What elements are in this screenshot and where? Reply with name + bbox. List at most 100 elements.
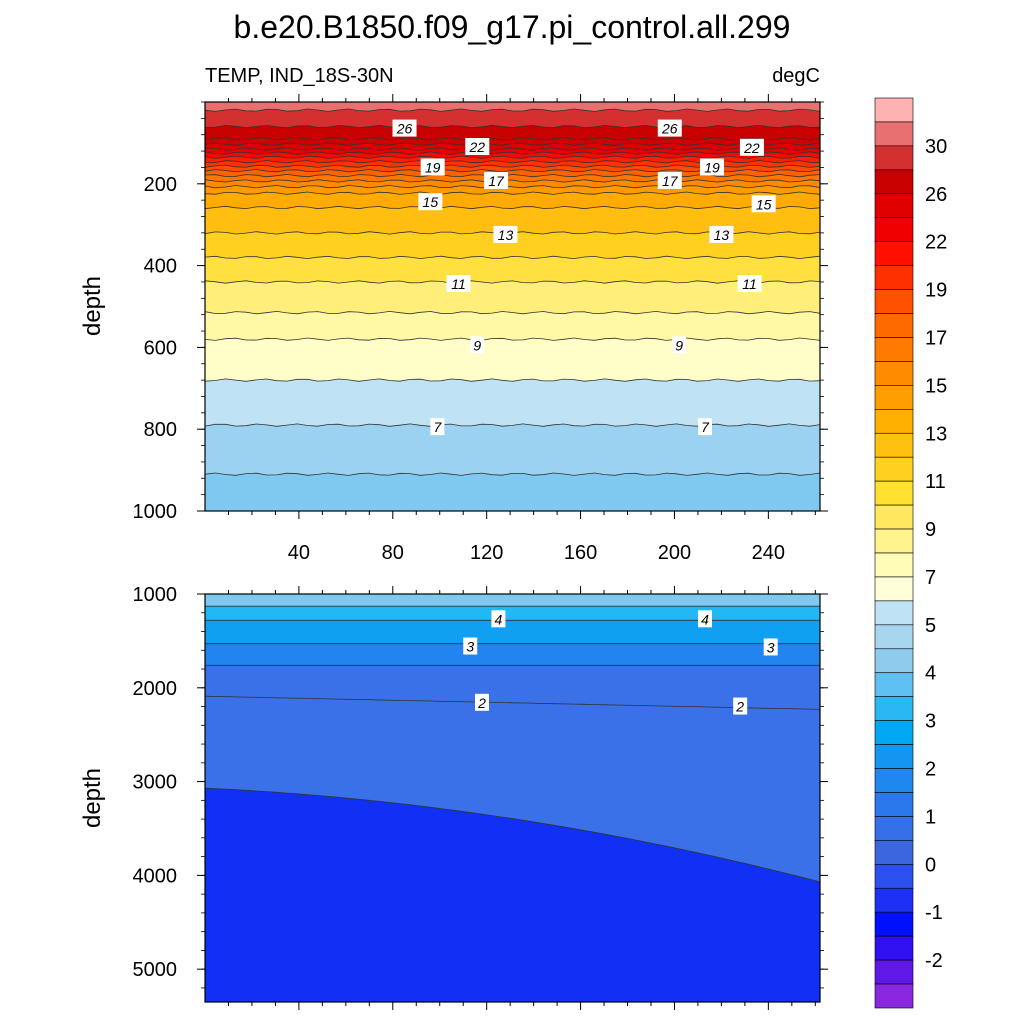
x-tick-label: 80 bbox=[382, 542, 404, 564]
contour-label: 3 bbox=[466, 639, 474, 655]
colorbar-label: 30 bbox=[925, 136, 947, 158]
colorbar-label: 2 bbox=[925, 759, 936, 781]
colorbar-label: 22 bbox=[925, 232, 947, 254]
contour-label: 9 bbox=[473, 337, 481, 353]
y-tick-label: 5000 bbox=[133, 959, 178, 981]
upper-y-axis-label: depth bbox=[79, 276, 106, 336]
contour-line bbox=[204, 205, 821, 210]
colorbar-swatch bbox=[874, 456, 914, 482]
y-tick-label: 200 bbox=[144, 174, 177, 196]
contour-label-bg bbox=[392, 119, 417, 137]
colorbar-swatch bbox=[874, 97, 914, 123]
contour-label-bg bbox=[430, 418, 445, 436]
contour-line bbox=[204, 173, 821, 178]
contour-line bbox=[204, 108, 821, 112]
colorbar-swatch bbox=[874, 193, 914, 219]
contour-label: 4 bbox=[701, 611, 709, 627]
x-tick-label: 40 bbox=[288, 542, 310, 564]
contour-label: 13 bbox=[714, 227, 730, 243]
colorbar-swatch bbox=[874, 840, 914, 865]
contour-label: 22 bbox=[469, 139, 486, 155]
colorbar-label: 7 bbox=[925, 567, 936, 589]
contour-label: 19 bbox=[425, 159, 441, 175]
contour-line bbox=[204, 310, 821, 315]
contour-line bbox=[204, 185, 821, 189]
contour-label: 2 bbox=[477, 695, 486, 711]
contour-label-bg bbox=[491, 610, 506, 628]
contour-label-bg bbox=[493, 225, 518, 243]
colorbar-swatch bbox=[874, 385, 914, 410]
colorbar-label: 3 bbox=[925, 711, 936, 733]
contour-line bbox=[204, 142, 821, 146]
colorbar-swatch bbox=[874, 768, 914, 793]
y-tick-label: 4000 bbox=[133, 865, 178, 887]
units-label: degC bbox=[772, 65, 820, 87]
contour-line bbox=[204, 423, 821, 427]
colorbar-swatch bbox=[874, 983, 914, 1009]
y-tick-label: 3000 bbox=[133, 772, 178, 794]
contour-band bbox=[205, 788, 820, 1002]
contour-label-bg bbox=[465, 137, 490, 155]
contour-label-bg bbox=[733, 697, 748, 715]
x-tick-label: 240 bbox=[752, 542, 785, 564]
contour-label-bg bbox=[657, 171, 682, 189]
colorbar-label: 5 bbox=[925, 615, 936, 637]
contour-label-bg bbox=[474, 693, 489, 711]
colorbar-swatch bbox=[874, 241, 914, 266]
contour-line bbox=[204, 378, 821, 382]
contour-line bbox=[204, 151, 821, 155]
contour-label: 4 bbox=[495, 611, 503, 627]
y-tick-label: 400 bbox=[144, 256, 177, 278]
contour-line bbox=[204, 337, 821, 341]
contour-label: 13 bbox=[498, 227, 514, 243]
y-tick-label: 1000 bbox=[133, 501, 178, 523]
colorbar-swatch bbox=[874, 911, 914, 937]
colorbar-label: 19 bbox=[925, 280, 947, 302]
colorbar-swatch bbox=[874, 744, 914, 769]
contour-line bbox=[204, 124, 821, 129]
chart-title: b.e20.B1850.f09_g17.pi_control.all.299 bbox=[234, 9, 791, 45]
plot-frame bbox=[204, 593, 821, 1003]
colorbar-label: 0 bbox=[925, 854, 936, 876]
colorbar-swatch bbox=[874, 121, 914, 147]
plot-frame bbox=[204, 101, 821, 512]
contour-label: 15 bbox=[756, 196, 772, 212]
contour-label: 7 bbox=[433, 419, 442, 435]
contour-line bbox=[204, 137, 821, 141]
contour-label-bg bbox=[463, 637, 478, 655]
contour-line bbox=[204, 472, 821, 476]
contour-line bbox=[204, 155, 821, 159]
colorbar-label: 13 bbox=[925, 423, 947, 445]
colorbar-swatch bbox=[874, 552, 914, 578]
contour-label-bg bbox=[763, 638, 778, 656]
colorbar-swatch bbox=[874, 600, 914, 626]
contour-label: 19 bbox=[704, 159, 720, 175]
colorbar-swatch bbox=[874, 169, 914, 195]
contour-line bbox=[204, 191, 821, 195]
colorbar-swatch bbox=[874, 528, 914, 554]
colorbar-swatch bbox=[874, 432, 914, 458]
contour-label-bg bbox=[709, 225, 734, 243]
colorbar-swatch bbox=[874, 576, 914, 602]
contour-label: 15 bbox=[423, 194, 439, 210]
left-subtitle: TEMP, IND_18S-30N bbox=[205, 65, 394, 87]
contour-line bbox=[204, 695, 821, 710]
colorbar-swatch bbox=[874, 337, 914, 362]
colorbar-swatch bbox=[874, 624, 914, 650]
colorbar-label: -1 bbox=[925, 902, 943, 924]
colorbar-swatch bbox=[874, 217, 914, 242]
colorbar-swatch bbox=[874, 720, 914, 745]
contour-line bbox=[204, 179, 821, 183]
contour-label-bg bbox=[470, 336, 485, 354]
colorbar-swatch bbox=[874, 648, 914, 674]
contour-label: 2 bbox=[735, 699, 744, 715]
colorbar-swatch bbox=[874, 145, 914, 171]
x-tick-label: 200 bbox=[658, 542, 691, 564]
contour-band bbox=[205, 473, 820, 511]
contour-line bbox=[204, 787, 821, 883]
contour-label-bg bbox=[484, 171, 509, 189]
colorbar-swatch bbox=[874, 816, 914, 841]
colorbar-label: 26 bbox=[925, 184, 947, 206]
contour-line bbox=[204, 147, 821, 151]
colorbar-label: -2 bbox=[925, 950, 943, 972]
